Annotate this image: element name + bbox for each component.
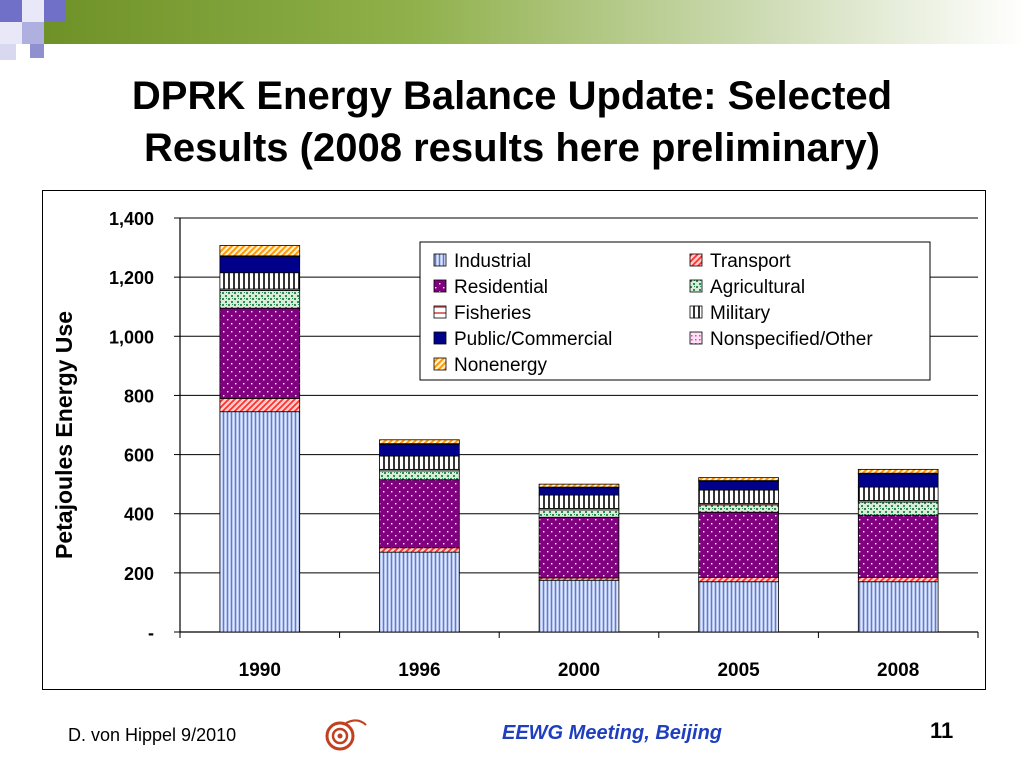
- legend-label: Nonenergy: [454, 355, 547, 376]
- bar-segment-nonenergy-1996: [379, 439, 460, 445]
- legend-swatch: [433, 279, 447, 293]
- bar-segment-military-2005: [698, 489, 779, 504]
- bar-segment-nonenergy-2005: [698, 477, 779, 481]
- bar-segment-public-commercial-2000: [538, 487, 620, 496]
- page-number: 11: [930, 718, 954, 743]
- swirl-logo-icon: [325, 719, 367, 751]
- legend-swatch: [433, 331, 447, 345]
- bar-segment-public-commercial-2005: [698, 480, 779, 491]
- bar-segment-residential-2005: [698, 511, 779, 578]
- bar-segment-industrial-1996: [379, 551, 460, 633]
- bar-segment-industrial-2008: [857, 581, 939, 633]
- stacked-bar-chart: - 200 400 600 800 1,000 1,200 1,400 1990 1996 2000…: [51, 209, 979, 681]
- legend-label: Military: [710, 303, 771, 324]
- slide-title-line2: Results (2008 results here preliminary): [144, 126, 880, 170]
- legend-label: Transport: [710, 251, 791, 272]
- bar-segment-agricultural-1996: [379, 470, 460, 481]
- legend-label: Fisheries: [454, 303, 531, 324]
- bar-segment-transport-1990: [219, 397, 301, 413]
- slide-title-line1: DPRK Energy Balance Update: Selected: [131, 74, 893, 118]
- x-tick-label: 2008: [877, 660, 919, 681]
- bar-segment-industrial-1990: [219, 411, 301, 633]
- x-tick-label: 1996: [398, 660, 440, 681]
- bar-segment-industrial-2000: [538, 579, 620, 633]
- bar-segment-transport-2005: [698, 576, 779, 583]
- footer-event: EEWG Meeting, Beijing: [502, 722, 723, 744]
- bar-segment-transport-2008: [857, 576, 939, 583]
- slide-title: DPRK Energy Balance Update: Selected Res…: [40, 70, 984, 174]
- bar-segment-military-2000: [538, 494, 620, 509]
- y-tick-label: 200: [124, 564, 154, 584]
- legend-swatch: [689, 305, 703, 319]
- bar-segment-residential-1990: [219, 307, 301, 399]
- bar-segment-transport-1996: [379, 547, 460, 553]
- y-tick-label: 1,200: [109, 268, 154, 288]
- legend-label: Public/Commercial: [454, 329, 612, 350]
- bar-segment-agricultural-2000: [538, 509, 620, 518]
- y-tick-label: 1,400: [109, 209, 154, 229]
- bar-segment-public-commercial-1990: [219, 256, 301, 274]
- bar-segment-industrial-2005: [698, 581, 779, 633]
- legend-label: Nonspecified/Other: [710, 329, 873, 350]
- bar-segment-public-commercial-1996: [379, 443, 460, 457]
- y-tick-label: -: [148, 623, 154, 643]
- x-tick-label: 1990: [239, 660, 281, 681]
- y-tick-label: 1,000: [109, 327, 154, 347]
- y-tick-label: 800: [124, 386, 154, 406]
- bar-segment-agricultural-2005: [698, 504, 779, 513]
- legend: Industrial Transport Residential Agricultur…: [419, 241, 931, 381]
- bar-segment-nonenergy-2008: [857, 468, 939, 474]
- bar-segment-residential-1996: [379, 479, 460, 549]
- legend-label: Industrial: [454, 251, 531, 272]
- bars: [219, 245, 939, 633]
- bar-segment-military-1996: [379, 455, 460, 470]
- legend-box: [419, 241, 931, 381]
- legend-swatch: [433, 357, 447, 371]
- bar-segment-residential-2008: [857, 514, 939, 578]
- bar-segment-public-commercial-2008: [857, 473, 939, 488]
- legend-swatch: [433, 253, 447, 267]
- bar-segment-agricultural-2008: [857, 501, 939, 516]
- bar-segment-agricultural-1990: [219, 290, 301, 309]
- bar-segment-residential-2000: [538, 516, 620, 579]
- y-axis-label: Petajoules Energy Use: [51, 311, 77, 559]
- bar-segment-nonenergy-1990: [219, 245, 301, 257]
- bar-segment-military-1990: [219, 272, 301, 290]
- bar-segment-nonenergy-2000: [538, 483, 620, 488]
- y-tick-label: 600: [124, 446, 154, 466]
- legend-swatch: [433, 305, 447, 319]
- legend-label: Agricultural: [710, 277, 805, 298]
- tick-labels: - 200 400 600 800 1,000 1,200 1,400 1990 1996 2000…: [109, 209, 919, 681]
- legend-swatch: [689, 331, 703, 345]
- legend-swatch: [689, 279, 703, 293]
- x-tick-label: 2005: [717, 660, 760, 681]
- y-tick-label: 400: [124, 505, 154, 525]
- legend-label: Residential: [454, 277, 548, 298]
- bar-segment-military-2008: [857, 486, 939, 501]
- legend-swatch: [689, 253, 703, 267]
- header-band: [0, 0, 1024, 44]
- footer-author: D. von Hippel 9/2010: [68, 725, 237, 745]
- x-tick-label: 2000: [558, 660, 600, 681]
- slide-logo-squares: [0, 0, 80, 60]
